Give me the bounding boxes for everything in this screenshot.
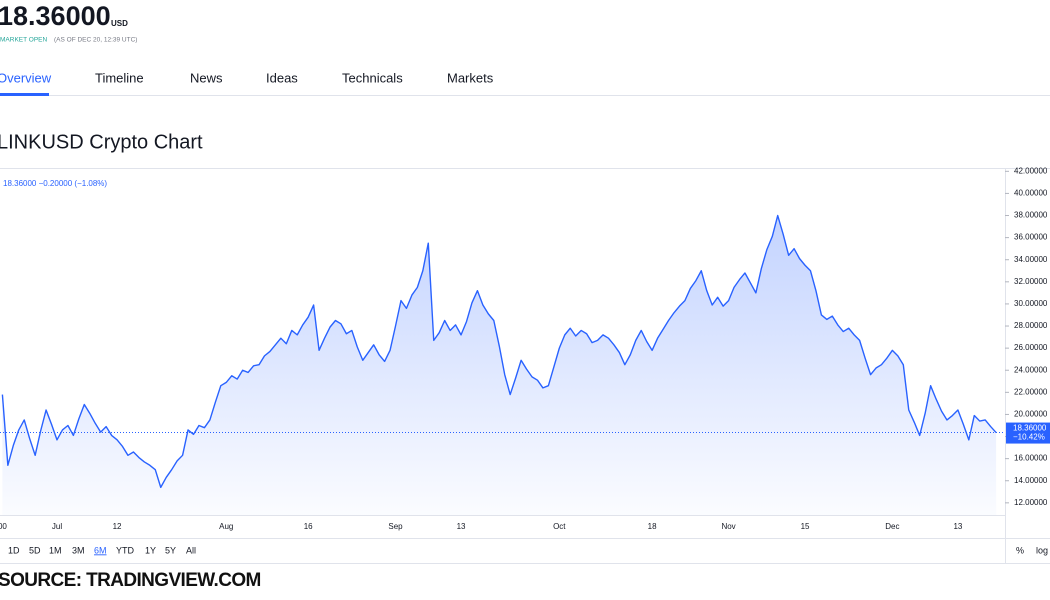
x-tick-label: Dec <box>885 522 899 531</box>
tab[interactable]: Overview <box>0 70 52 85</box>
tab[interactable]: Technicals <box>342 70 403 85</box>
y-tick-label: 22.00000 <box>1014 387 1048 396</box>
y-tick-label: 38.00000 <box>1014 211 1048 220</box>
y-tick-label: 36.00000 <box>1014 233 1048 242</box>
x-tick-label: 13 <box>457 522 466 531</box>
x-tick-label: Jul <box>52 522 62 531</box>
active-tab-underline <box>0 93 49 96</box>
x-tick-label: Aug <box>219 522 233 531</box>
y-tick-label: 28.00000 <box>1014 321 1048 330</box>
range-button[interactable]: 5D <box>29 545 41 555</box>
scale-button[interactable]: % <box>1016 545 1024 555</box>
y-tick-label: 40.00000 <box>1014 189 1048 198</box>
y-tick-label: 12.00000 <box>1014 498 1048 507</box>
y-tick-label: 20.00000 <box>1014 410 1048 419</box>
tab[interactable]: Ideas <box>266 70 298 85</box>
source: SOURCE: TRADINGVIEW.COM <box>0 570 261 591</box>
x-tick-label: 13 <box>953 522 962 531</box>
scale-button[interactable]: log <box>1036 545 1048 555</box>
range-button[interactable]: 1M <box>49 545 62 555</box>
y-tick-label: 30.00000 <box>1014 299 1048 308</box>
price-line <box>1 214 997 489</box>
tab[interactable]: Timeline <box>95 70 144 85</box>
x-tick-label: Oct <box>553 522 566 531</box>
area <box>2 215 997 515</box>
last-price-label: 18.36000 <box>1013 424 1047 433</box>
legend: 18.36000 −0.20000 (−1.08%) <box>3 179 107 188</box>
y-tick-label: 16.00000 <box>1014 454 1048 463</box>
chart-title: LINKUSD Crypto Chart <box>0 131 203 153</box>
x-tick-label: 16 <box>304 522 313 531</box>
y-tick-label: 34.00000 <box>1014 255 1048 264</box>
y-tick-label: 32.00000 <box>1014 277 1048 286</box>
x-tick-label: Sep <box>388 522 403 531</box>
range-button[interactable]: 1Y <box>145 545 156 555</box>
y-tick-label: 26.00000 <box>1014 343 1048 352</box>
range-button[interactable]: 3M <box>72 545 85 555</box>
range-button[interactable]: YTD <box>116 545 135 555</box>
x-tick-label: 12 <box>113 522 122 531</box>
currency: USD <box>111 19 128 28</box>
x-tick-label: Nov <box>721 522 735 531</box>
x-tick-label: 00 <box>0 522 7 531</box>
x-tick-label: 18 <box>648 522 657 531</box>
range-button[interactable]: 1D <box>8 545 20 555</box>
last-price-tag <box>1006 422 1050 444</box>
market-status: MARKET OPEN <box>0 37 48 44</box>
price: 18.36000 <box>0 1 111 31</box>
tab[interactable]: News <box>190 70 223 85</box>
change-label: −10.42% <box>1013 433 1045 442</box>
y-tick-label: 42.00000 <box>1014 166 1048 175</box>
range-button[interactable]: All <box>186 545 196 555</box>
range-button[interactable]: 5Y <box>165 545 176 555</box>
tab[interactable]: Markets <box>447 70 494 85</box>
as-of: (AS OF DEC 20, 12:39 UTC) <box>54 37 137 44</box>
x-tick-label: 15 <box>801 522 810 531</box>
y-tick-label: 14.00000 <box>1014 476 1048 485</box>
y-tick-label: 24.00000 <box>1014 365 1048 374</box>
range-button[interactable]: 6M <box>94 545 107 555</box>
